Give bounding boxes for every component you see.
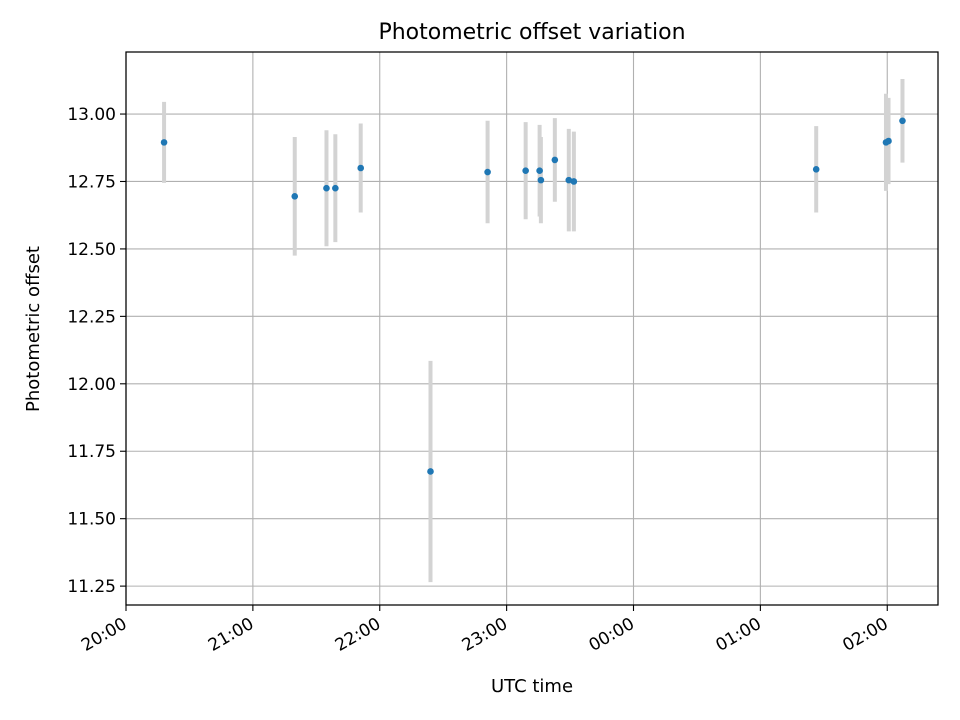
data-point: [899, 117, 906, 125]
y-axis-label: Photometric offset: [23, 246, 44, 412]
y-tick-label: 11.25: [67, 577, 116, 597]
chart-title: Photometric offset variation: [378, 20, 685, 45]
x-axis-label: UTC time: [491, 676, 573, 697]
x-tick-label: 01:00: [712, 614, 764, 656]
data-point: [160, 139, 168, 146]
data-point: [484, 168, 491, 176]
data-point: [291, 193, 299, 200]
x-axis: 20:00 21:00 22:00 23:00 00:00 01:00 02:00: [78, 605, 892, 656]
data-point: [565, 176, 573, 184]
grid: [125, 52, 938, 605]
error-bars: [162, 78, 905, 583]
data-point: [570, 178, 578, 185]
plot-frame: [125, 51, 939, 606]
y-tick-label: 12.50: [67, 240, 116, 260]
y-tick-label: 11.50: [67, 510, 116, 530]
data-point: [332, 184, 339, 192]
data-point: [522, 167, 529, 174]
y-tick-label: 11.75: [67, 442, 116, 462]
x-tick-label: 22:00: [332, 614, 384, 656]
data-point: [812, 166, 820, 173]
x-tick-label: 23:00: [459, 614, 511, 656]
y-tick-label: 12.75: [67, 172, 116, 192]
data-point: [323, 184, 330, 192]
x-tick-label: 00:00: [586, 614, 638, 656]
data-point: [536, 167, 543, 174]
data-point: [537, 176, 545, 184]
data-point: [427, 468, 434, 475]
y-tick-label: 13.00: [67, 105, 116, 125]
data-point: [357, 164, 365, 172]
x-tick-label: 02:00: [839, 614, 891, 656]
y-tick-label: 12.25: [67, 307, 116, 327]
x-tick-label: 20:00: [78, 614, 130, 656]
data-points: [160, 117, 906, 475]
x-tick-label: 21:00: [205, 614, 257, 656]
y-tick-label: 12.00: [67, 375, 116, 395]
data-point: [885, 137, 892, 145]
y-axis: 11.25 11.50 11.75 12.00 12.25 12.50 12.75 13.00: [67, 105, 126, 597]
data-point: [551, 156, 559, 164]
